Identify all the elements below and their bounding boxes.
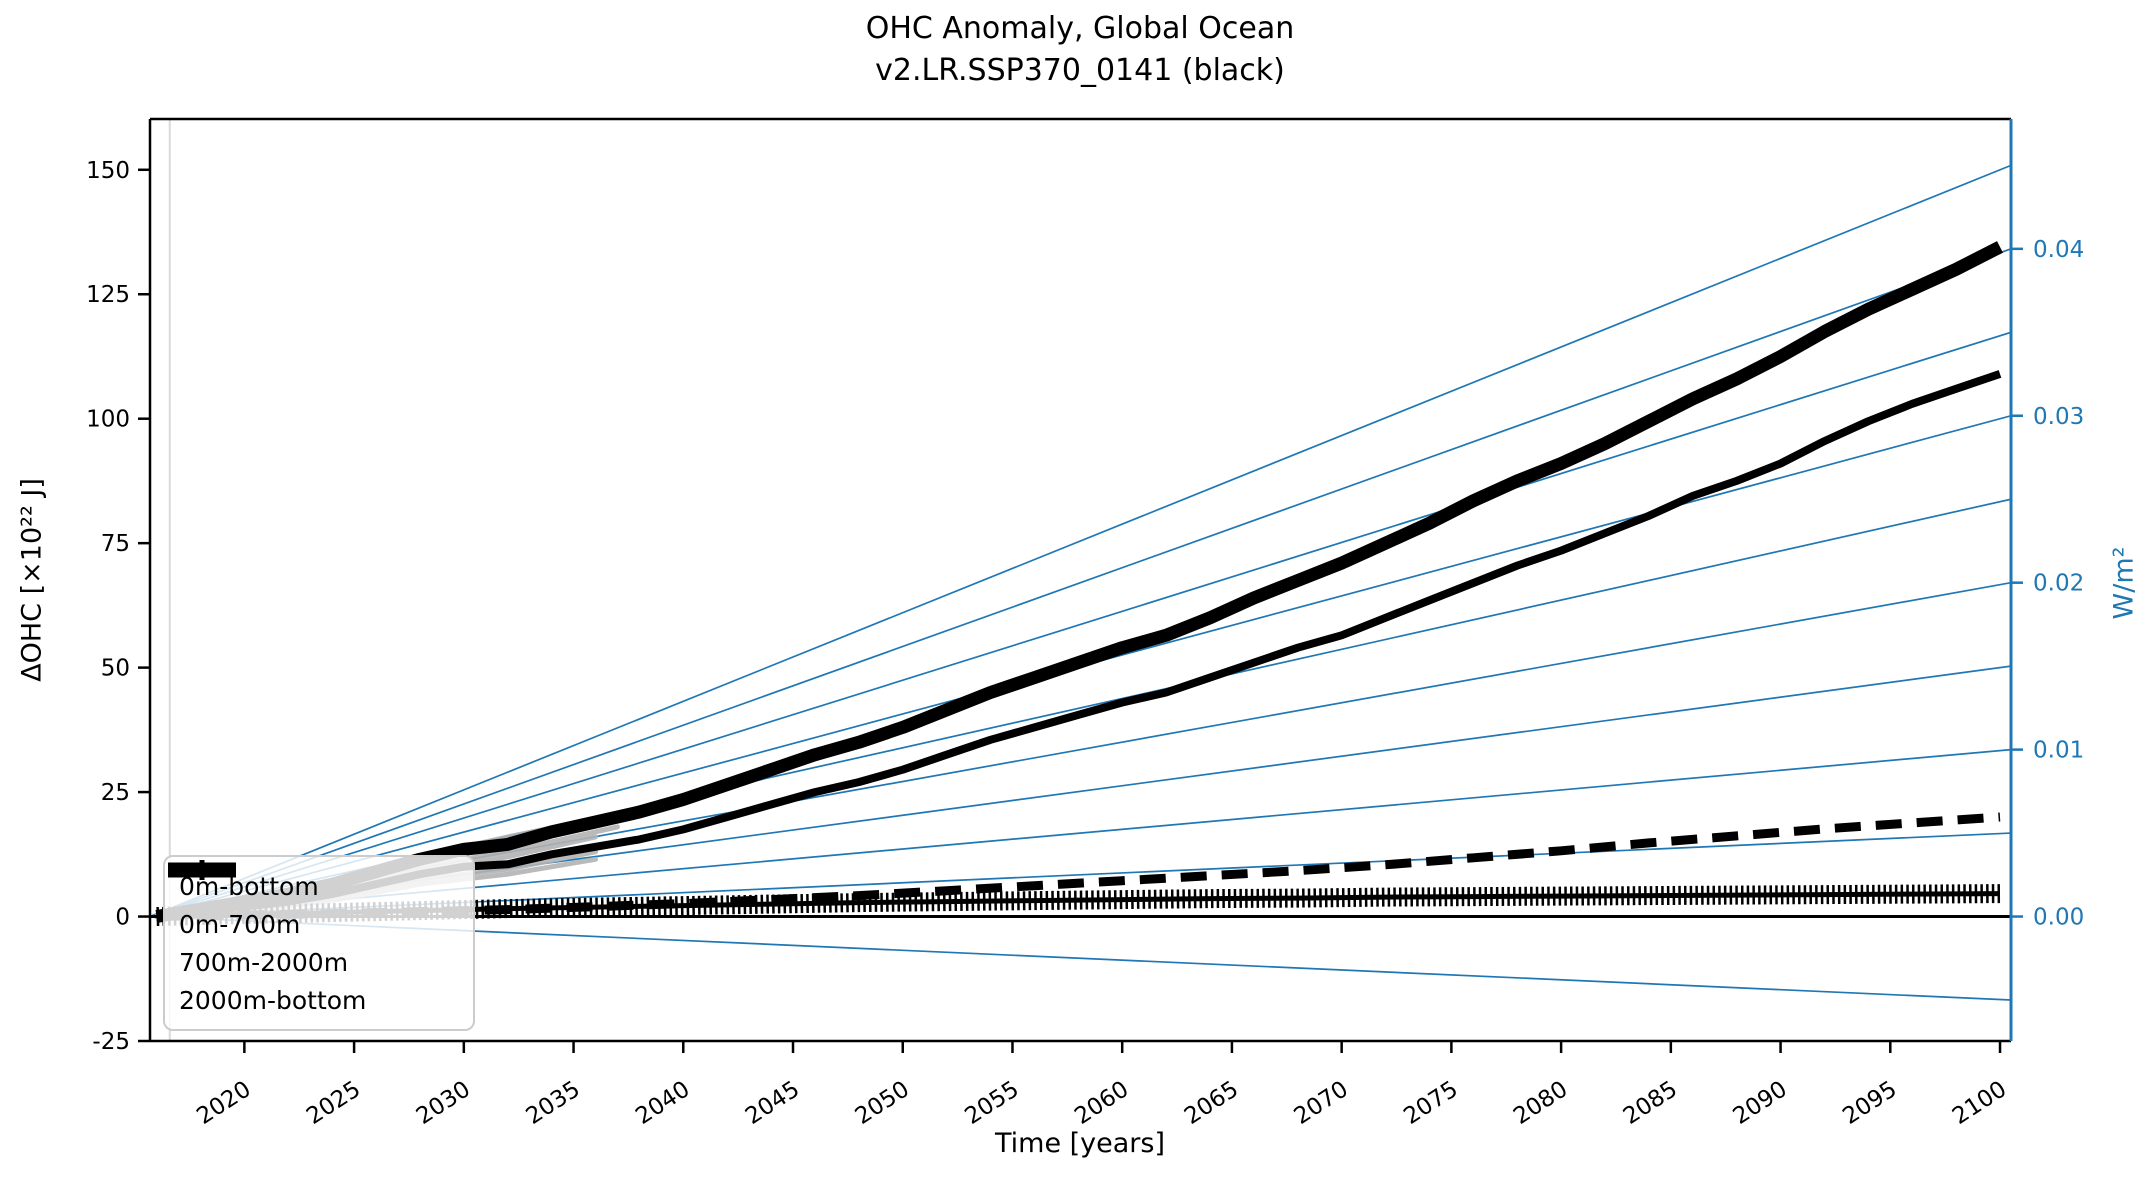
legend-label: 0m-700m (179, 909, 301, 939)
y-axis-label-left: ΔOHC [×10²² J] (16, 478, 48, 682)
legend-item-700m-2000m: 700m-2000m (168, 865, 459, 981)
wm2-line (150, 331, 2011, 918)
x-tick-label: 2050 (851, 1076, 914, 1130)
x-tick-label: 2045 (741, 1076, 804, 1130)
x-tick-label: 2095 (1838, 1076, 1901, 1130)
x-tick-label: 2035 (522, 1076, 585, 1130)
y-right-tick-label: 0.04 (2033, 237, 2084, 263)
chart-title-line2: v2.LR.SSP370_0141 (black) (875, 53, 1285, 88)
chart-title: OHC Anomaly, Global Ocean v2.LR.SSP370_0… (866, 8, 1295, 92)
legend-sample-plus-marker-line (168, 860, 236, 880)
x-tick-label: 2100 (1948, 1076, 2011, 1130)
y-axis-label-right: W/m² (2108, 546, 2140, 620)
wm2-line (150, 164, 2011, 918)
wm2-line (150, 248, 2011, 918)
x-tick-label: 2020 (192, 1076, 255, 1130)
series-0m-bottom (155, 241, 2003, 923)
x-tick-label: 2060 (1070, 1076, 1133, 1130)
y-tick-label: 125 (86, 282, 130, 308)
legend-label: 2000m-bottom (179, 985, 367, 1015)
y-tick-label: -25 (92, 1029, 130, 1055)
y-tick-label: 150 (86, 158, 130, 184)
y-axis-left-ticks: -25 0 25 50 75 100 125 150 (86, 158, 150, 1055)
x-tick-label: 2065 (1180, 1076, 1243, 1130)
axes-spines (148, 117, 2013, 1043)
y-tick-label: 50 (101, 656, 130, 682)
y-right-tick-label: 0.01 (2033, 738, 2084, 764)
x-tick-label: 2070 (1290, 1076, 1353, 1130)
x-tick-label: 2075 (1399, 1076, 1462, 1130)
y-tick-label: 75 (101, 531, 130, 557)
x-tick-label: 2090 (1729, 1076, 1792, 1130)
x-tick-label: 2055 (960, 1076, 1023, 1130)
chart-title-line1: OHC Anomaly, Global Ocean (865, 11, 1295, 46)
x-axis-ticks: 2020 2025 2030 2035 2040 2045 2050 2055 2060 2065… (192, 1041, 2011, 1130)
legend: 0m-bottom 0m-700m 700m-2000m 2000m-botto… (163, 855, 475, 1031)
x-tick-label: 2085 (1619, 1076, 1682, 1130)
x-tick-label: 2040 (631, 1076, 694, 1130)
y-tick-label: 25 (101, 780, 130, 806)
y-right-tick-label: 0.03 (2033, 404, 2084, 430)
legend-item-2000m-bottom: 2000m-bottom (168, 860, 459, 1019)
x-tick-label: 2030 (412, 1076, 475, 1130)
x-tick-label: 2025 (302, 1076, 365, 1130)
legend-item-0m-700m: 0m-700m (168, 865, 459, 943)
series-line (155, 241, 2003, 923)
y-axis-right-ticks: 0.00 0.01 0.02 0.03 0.04 (2011, 237, 2084, 931)
x-axis-label: Time [years] (994, 1128, 1166, 1159)
x-tick-label: 2080 (1509, 1076, 1572, 1130)
y-right-tick-label: 0.00 (2033, 905, 2084, 931)
y-tick-label: 100 (86, 407, 130, 433)
legend-label: 700m-2000m (179, 947, 349, 977)
y-tick-label: 0 (115, 905, 130, 931)
y-right-tick-label: 0.02 (2033, 571, 2084, 597)
